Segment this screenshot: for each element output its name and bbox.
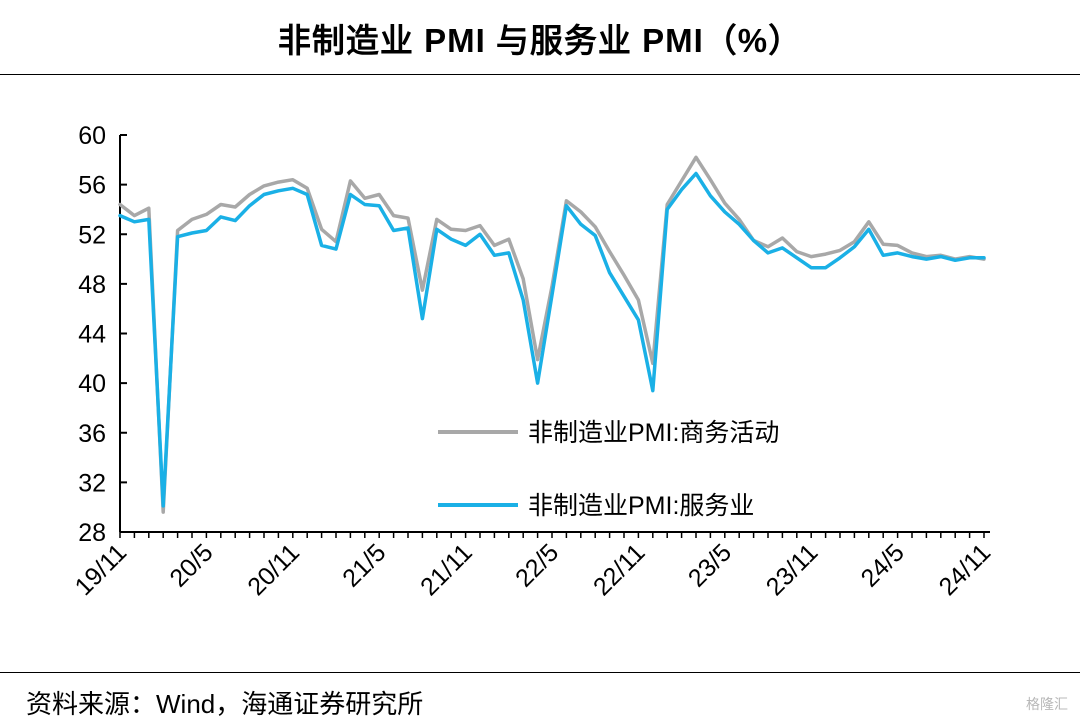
source-note: 资料来源：Wind，海通证券研究所 [26, 689, 424, 719]
y-tick-label: 40 [78, 370, 106, 398]
top-rule [0, 74, 1080, 75]
x-tick-label: 23/5 [683, 538, 737, 592]
y-tick-label: 60 [78, 122, 106, 150]
x-tick-label: 23/11 [761, 538, 824, 601]
x-tick-label: 21/5 [337, 538, 391, 592]
x-tick-label: 24/11 [934, 538, 997, 601]
x-tick-label: 21/11 [415, 538, 478, 601]
x-tick-label: 20/11 [242, 538, 305, 601]
y-tick-label: 32 [78, 469, 106, 497]
y-tick-label: 36 [78, 420, 106, 448]
y-tick-label: 52 [78, 221, 106, 249]
x-tick-label: 19/11 [70, 538, 133, 601]
x-tick-label: 24/5 [856, 538, 910, 592]
series-line-1 [118, 171, 986, 508]
legend-label-0: 非制造业PMI:商务活动 [528, 419, 779, 447]
y-tick-label: 48 [78, 271, 106, 299]
series-line-0 [118, 155, 986, 514]
legend-label-1: 非制造业PMI:服务业 [528, 492, 754, 520]
y-tick-label: 44 [78, 321, 106, 349]
y-tick-label: 28 [78, 519, 106, 547]
bottom-rule [0, 672, 1080, 673]
y-tick-label: 56 [78, 172, 106, 200]
watermark-logo: 格隆汇 [1026, 696, 1068, 712]
series-layer [118, 155, 986, 514]
chart-title: 非制造业 PMI 与服务业 PMI（%） [277, 22, 803, 59]
x-tick-label: 22/11 [588, 538, 651, 601]
pmi-line-chart: 28 32 36 40 44 48 52 56 60 19/11 20/5 20/11 21/5 21/1… [70, 122, 997, 601]
x-tick-label: 20/5 [164, 538, 218, 592]
x-tick-label: 22/5 [510, 538, 564, 592]
